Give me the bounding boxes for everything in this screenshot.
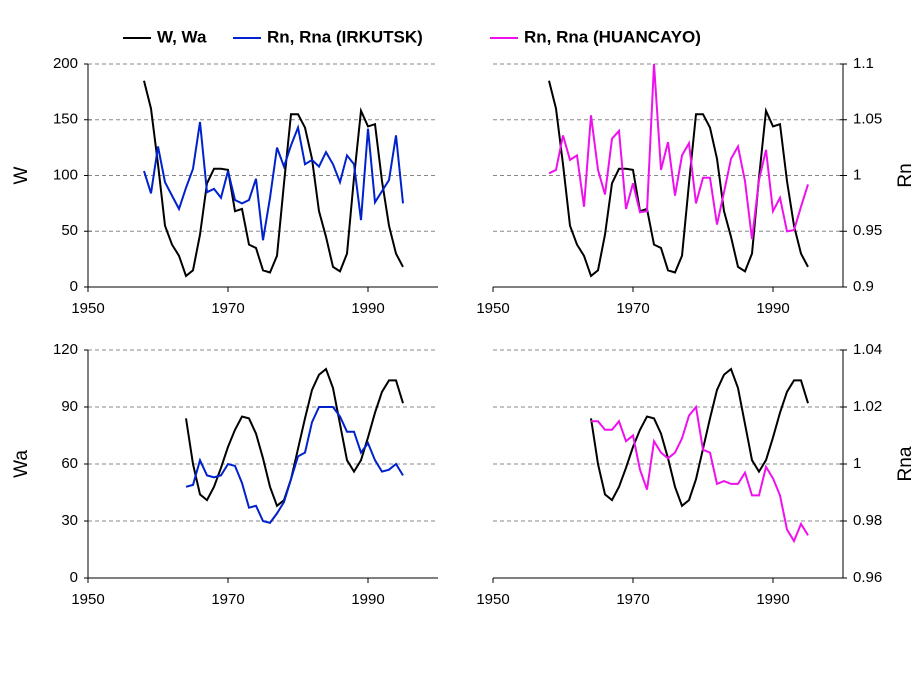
data-line xyxy=(548,63,809,240)
x-tick-label: 1970 xyxy=(616,300,649,317)
y2-tick-label: 1.05 xyxy=(853,111,882,128)
legend-label: W, Wa xyxy=(157,27,207,46)
y2-axis-label: Rna xyxy=(895,446,916,481)
y2-tick-label: 0.95 xyxy=(853,222,882,239)
x-tick-label: 1970 xyxy=(211,591,244,608)
x-tick-label: 1950 xyxy=(476,300,509,317)
data-line xyxy=(143,80,404,278)
data-line xyxy=(590,367,809,508)
legend-label: Rn, Rna (IRKUTSK) xyxy=(267,27,423,46)
y2-tick-label: 0.9 xyxy=(853,278,874,295)
data-line xyxy=(548,80,809,278)
y-axis-label: Wa xyxy=(11,450,32,478)
y-tick-label: 50 xyxy=(61,222,78,239)
y2-tick-label: 1.02 xyxy=(853,398,882,415)
y-tick-label: 0 xyxy=(70,278,78,295)
x-tick-label: 1950 xyxy=(476,591,509,608)
y2-tick-label: 0.98 xyxy=(853,512,882,529)
y2-tick-label: 1.04 xyxy=(853,341,882,358)
x-tick-label: 1950 xyxy=(71,591,104,608)
y-tick-label: 0 xyxy=(70,569,78,586)
y-tick-label: 150 xyxy=(53,111,78,128)
x-tick-label: 1950 xyxy=(71,300,104,317)
y2-tick-label: 1.1 xyxy=(853,55,874,72)
x-tick-label: 1970 xyxy=(211,300,244,317)
x-tick-label: 1990 xyxy=(351,591,384,608)
y-tick-label: 200 xyxy=(53,55,78,72)
y-axis-label: W xyxy=(11,166,32,184)
data-line xyxy=(185,367,404,508)
y-tick-label: 100 xyxy=(53,166,78,183)
data-line xyxy=(143,121,404,241)
y-tick-label: 60 xyxy=(61,455,78,472)
x-tick-label: 1990 xyxy=(351,300,384,317)
data-line xyxy=(185,406,404,525)
y2-tick-label: 1 xyxy=(853,166,861,183)
legend-label: Rn, Rna (HUANCAYO) xyxy=(524,27,701,46)
data-line xyxy=(591,404,809,544)
y-tick-label: 120 xyxy=(53,341,78,358)
y-tick-label: 90 xyxy=(61,398,78,415)
x-tick-label: 1990 xyxy=(756,300,789,317)
y2-tick-label: 0.96 xyxy=(853,569,882,586)
y2-axis-label: Rn xyxy=(895,163,916,187)
y-tick-label: 30 xyxy=(61,512,78,529)
x-tick-label: 1990 xyxy=(756,591,789,608)
y2-tick-label: 1 xyxy=(853,455,861,472)
x-tick-label: 1970 xyxy=(616,591,649,608)
